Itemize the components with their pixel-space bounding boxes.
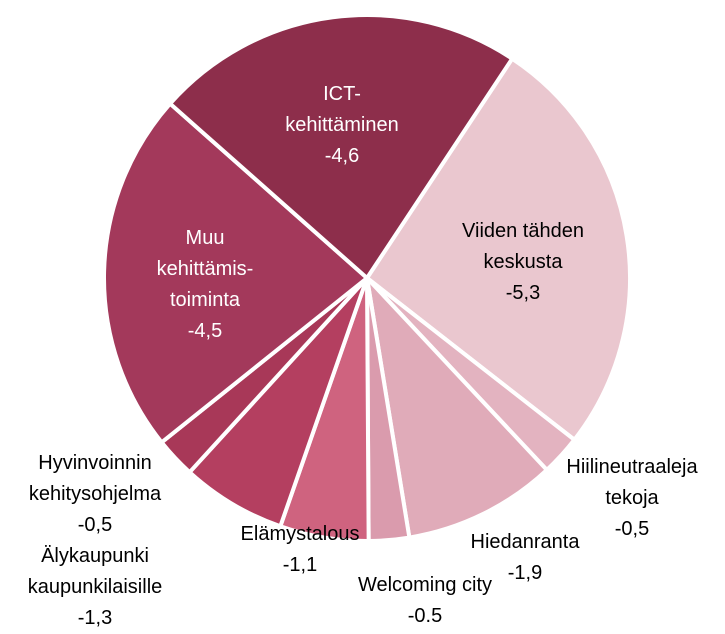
- slice-label: Hiilineutraaleja tekoja -0,5: [557, 452, 707, 545]
- value-label: -1,3: [77, 607, 113, 629]
- value-label: -0,5: [614, 518, 650, 540]
- slice-label: Viiden tähden keskusta -5,3: [436, 216, 611, 309]
- slice-label: Muu kehittämis-toiminta -4,5: [145, 223, 265, 347]
- category-label: Muu kehittämis-toiminta: [156, 227, 254, 311]
- category-label: Viiden tähden keskusta: [462, 220, 584, 273]
- slice-label: Welcoming city -0.5: [330, 570, 520, 632]
- category-label: Elämystalous: [240, 523, 360, 545]
- pie-slice: [102, 101, 369, 445]
- category-label: Welcoming city: [357, 574, 493, 596]
- slice-label: Elämystalous -1,1: [225, 519, 375, 581]
- slice-label: Hyvinvoinnin kehitysohjelma -0,5: [0, 448, 190, 541]
- pie-slice: [168, 13, 515, 280]
- value-label: -4,5: [187, 320, 223, 342]
- category-label: Älykaupunki kaupunkilaisille: [27, 545, 163, 598]
- value-label: -5,3: [505, 282, 541, 304]
- category-label: Hiilineutraaleja tekoja: [566, 456, 698, 509]
- pie-slice: [365, 276, 549, 540]
- pie-slice: [365, 56, 632, 442]
- slice-label: Älykaupunki kaupunkilaisille -1,3: [3, 541, 188, 634]
- value-label: -0.5: [407, 605, 443, 627]
- slice-label: ICT-kehittäminen -4,6: [280, 79, 405, 172]
- category-label: ICT-kehittäminen: [285, 83, 399, 136]
- value-label: -1,1: [282, 554, 318, 576]
- value-label: -0,5: [77, 514, 113, 536]
- category-label: Hyvinvoinnin kehitysohjelma: [28, 452, 162, 505]
- slice-label: Hiedanranta -1,9: [450, 527, 600, 589]
- value-label: -4,6: [324, 145, 360, 167]
- value-label: -1,9: [507, 562, 543, 584]
- category-label: Hiedanranta: [470, 531, 580, 553]
